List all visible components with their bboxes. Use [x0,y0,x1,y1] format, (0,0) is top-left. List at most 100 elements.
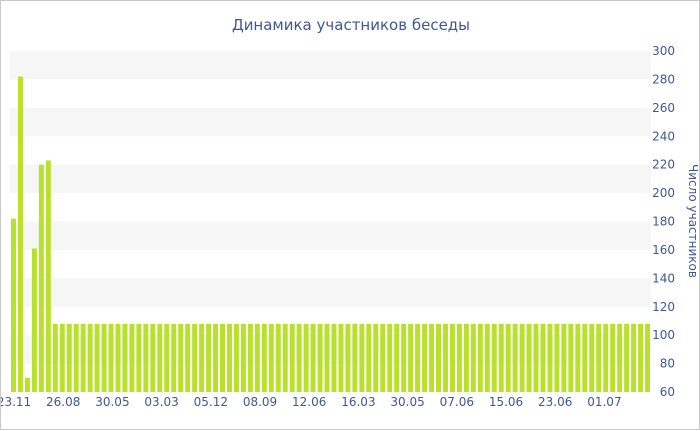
bar [512,323,518,392]
x-tick-label: 12.06 [292,395,326,409]
y-tick-label: 300 [652,44,675,58]
bar [631,323,637,392]
bar [470,323,476,392]
bar [366,323,372,392]
bar [11,218,16,392]
bar [359,323,365,392]
bar [268,323,274,392]
x-tick-label: 03.03 [144,395,178,409]
bar [261,323,267,392]
bar [310,323,316,392]
bar [289,323,295,392]
bar [589,323,595,392]
bar [213,323,219,392]
y-tick-label: 120 [652,300,675,314]
bar [254,323,260,392]
bar [247,323,253,392]
bar [240,323,246,392]
bar [80,323,86,392]
grid-band [10,221,651,250]
x-tick-label: 23.11 [1,395,31,409]
grid-band [10,107,651,137]
x-tick-label: 30.05 [95,395,129,409]
bar [108,323,114,392]
x-tick-label: 05.12 [194,395,228,409]
y-tick-label: 220 [652,158,675,172]
bar [66,323,72,392]
grid-band [10,164,651,194]
bar [533,323,539,392]
bar [331,323,337,392]
bar [484,323,490,392]
bar [226,323,232,392]
bar-series [11,76,650,392]
bar [143,323,149,392]
y-tick-label: 200 [652,186,675,200]
bar [380,323,386,392]
bar [624,323,630,392]
bar [73,323,79,392]
x-tick-label: 01.07 [587,395,621,409]
bar [408,323,414,392]
bar [582,323,588,392]
y-tick-label: 160 [652,243,675,257]
y-tick-label: 280 [652,72,675,86]
bar [526,323,532,392]
bar [345,323,351,392]
bar [568,323,574,392]
bar [519,323,525,392]
y-tick-label: 80 [660,357,675,371]
bar [617,323,623,392]
bar [136,323,142,392]
bar [17,76,23,392]
bar [645,323,650,392]
x-axis-ticks: 23.11 26.08 30.05 03.03 05.12 08.09 12.06 16.03… [1,395,622,409]
bar [603,323,609,392]
bar [429,323,435,392]
x-tick-label: 07.06 [440,395,474,409]
grid-band [10,278,651,307]
bar [456,323,462,392]
bar [275,323,281,392]
bar [401,323,407,392]
bar [59,323,65,392]
x-tick-label: 08.09 [243,395,277,409]
bar [94,323,100,392]
bar [394,323,400,392]
bar [178,323,184,392]
x-tick-label: 26.08 [46,395,80,409]
bar [463,323,469,392]
bar [422,323,428,392]
bar [415,323,421,392]
bar [505,323,511,392]
bar [129,323,135,392]
bar [296,323,302,392]
grid-band [10,51,651,80]
bar [352,323,358,392]
bar [220,323,225,392]
bar [575,323,581,392]
bar [164,323,170,392]
x-tick-label: 23.06 [538,395,572,409]
bar [324,323,330,392]
y-tick-label: 240 [652,129,675,143]
bar [610,323,616,392]
bar [31,248,37,392]
bar [122,323,128,392]
y-tick-label: 180 [652,215,675,229]
y-tick-label: 100 [652,328,675,342]
bar [157,323,163,392]
y-tick-label: 140 [652,271,675,285]
bar [303,323,309,392]
x-tick-label: 15.06 [489,395,523,409]
bar [171,323,177,392]
y-tick-label: 260 [652,101,675,115]
y-axis-label: Число участников [686,164,700,278]
bar [491,323,497,392]
bar [540,323,546,392]
bar [52,323,58,392]
bar [38,164,44,392]
bar [449,323,455,392]
